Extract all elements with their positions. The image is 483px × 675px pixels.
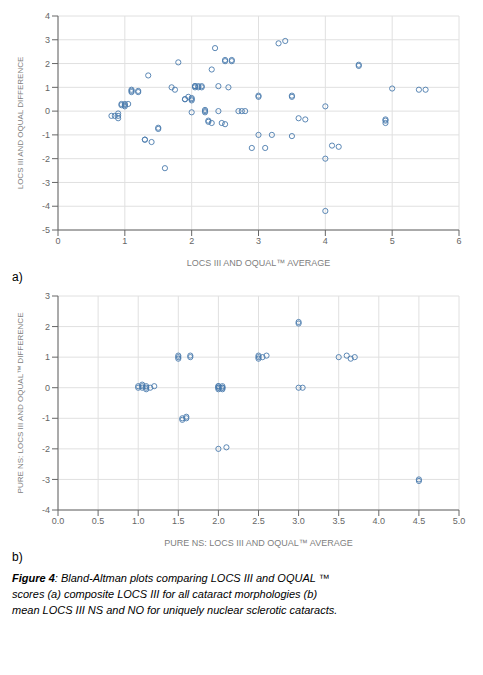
svg-text:PURE NS: LOCS III AND OQUAL™ D: PURE NS: LOCS III AND OQUAL™ DIFFERENCE (16, 313, 25, 494)
svg-text:0: 0 (55, 236, 60, 246)
html-text:a): a) (12, 270, 23, 284)
svg-text:-3: -3 (42, 178, 50, 188)
svg-text:4: 4 (45, 11, 50, 21)
svg-text:2: 2 (45, 59, 50, 69)
html-text:scores (a) composite LOCS III: scores (a) composite LOCS III for all ca… (12, 588, 318, 600)
svg-text:3: 3 (256, 236, 261, 246)
svg-text:PURE NS: LOCS III AND OQUAL™ A: PURE NS: LOCS III AND OQUAL™ AVERAGE (164, 538, 352, 548)
svg-text:0: 0 (45, 383, 50, 393)
svg-text:-4: -4 (42, 201, 50, 211)
svg-text:5: 5 (390, 236, 395, 246)
svg-text:3.0: 3.0 (292, 516, 305, 526)
svg-text:2.5: 2.5 (252, 516, 265, 526)
svg-text:LOCS III AND OQUAL™ AVERAGE: LOCS III AND OQUAL™ AVERAGE (187, 258, 330, 268)
svg-text:LOCS III AND OQUAL DIFFERENCE: LOCS III AND OQUAL DIFFERENCE (16, 57, 25, 190)
svg-text:0: 0 (45, 106, 50, 116)
svg-text:-3: -3 (42, 475, 50, 485)
svg-text:0.5: 0.5 (92, 516, 105, 526)
svg-text:5.0: 5.0 (453, 516, 466, 526)
svg-text:1.5: 1.5 (172, 516, 185, 526)
svg-text:1: 1 (45, 83, 50, 93)
svg-text:4.0: 4.0 (373, 516, 386, 526)
svg-text:1.0: 1.0 (132, 516, 145, 526)
svg-text:-5: -5 (42, 225, 50, 235)
svg-text:-4: -4 (42, 505, 50, 515)
svg-text:2: 2 (45, 322, 50, 332)
html-text:mean LOCS III NS and NO for un: mean LOCS III NS and NO for uniquely nuc… (12, 604, 338, 616)
svg-text:1: 1 (122, 236, 127, 246)
svg-text:-2: -2 (42, 444, 50, 454)
svg-text:3.5: 3.5 (332, 516, 345, 526)
svg-text:-1: -1 (42, 130, 50, 140)
svg-text:-1: -1 (42, 413, 50, 423)
svg-text:6: 6 (456, 236, 461, 246)
svg-text:0.0: 0.0 (52, 516, 65, 526)
svg-text:2: 2 (189, 236, 194, 246)
svg-text:1: 1 (45, 352, 50, 362)
html-text:b): b) (12, 550, 23, 564)
svg-text:4.5: 4.5 (413, 516, 426, 526)
svg-text:4: 4 (323, 236, 328, 246)
svg-text:2.0: 2.0 (212, 516, 225, 526)
svg-text:3: 3 (45, 35, 50, 45)
svg-text:3: 3 (45, 291, 50, 301)
html-text:Figure 4: Bland-Altman plots c: Figure 4: Bland-Altman plots comparing L… (12, 572, 330, 584)
svg-text:-2: -2 (42, 154, 50, 164)
